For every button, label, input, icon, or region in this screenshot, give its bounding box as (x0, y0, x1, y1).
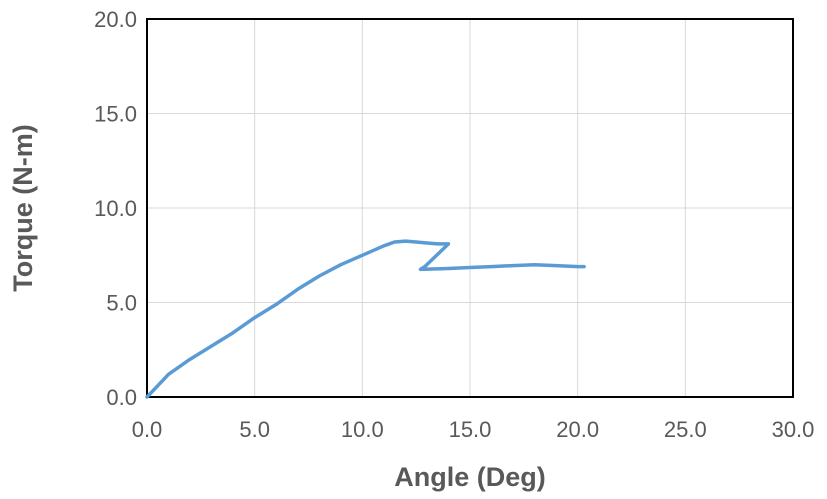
x-tick-label: 0.0 (132, 417, 163, 442)
torque-series-line (145, 239, 586, 399)
tick-labels: 0.0 5.0 10.0 15.0 20.0 25.0 30.0 0.0 5.0 10.0 15.0… (94, 7, 814, 442)
x-tick-label: 25.0 (664, 417, 707, 442)
y-tick-label: 10.0 (94, 196, 137, 221)
plot-area-frame (146, 18, 794, 398)
y-axis-label: Torque (N-m) (8, 124, 38, 291)
series-layer (145, 239, 586, 399)
x-tick-label: 15.0 (449, 417, 492, 442)
x-tick-label: 5.0 (239, 417, 270, 442)
x-axis-label: Angle (Deg) (394, 462, 546, 492)
gridlines (147, 19, 793, 397)
y-tick-label: 20.0 (94, 7, 137, 32)
y-tick-label: 15.0 (94, 102, 137, 127)
x-tick-label: 10.0 (341, 417, 384, 442)
y-tick-label: 5.0 (106, 291, 137, 316)
x-tick-label: 30.0 (772, 417, 815, 442)
y-tick-label: 0.0 (106, 385, 137, 410)
x-tick-label: 20.0 (556, 417, 599, 442)
